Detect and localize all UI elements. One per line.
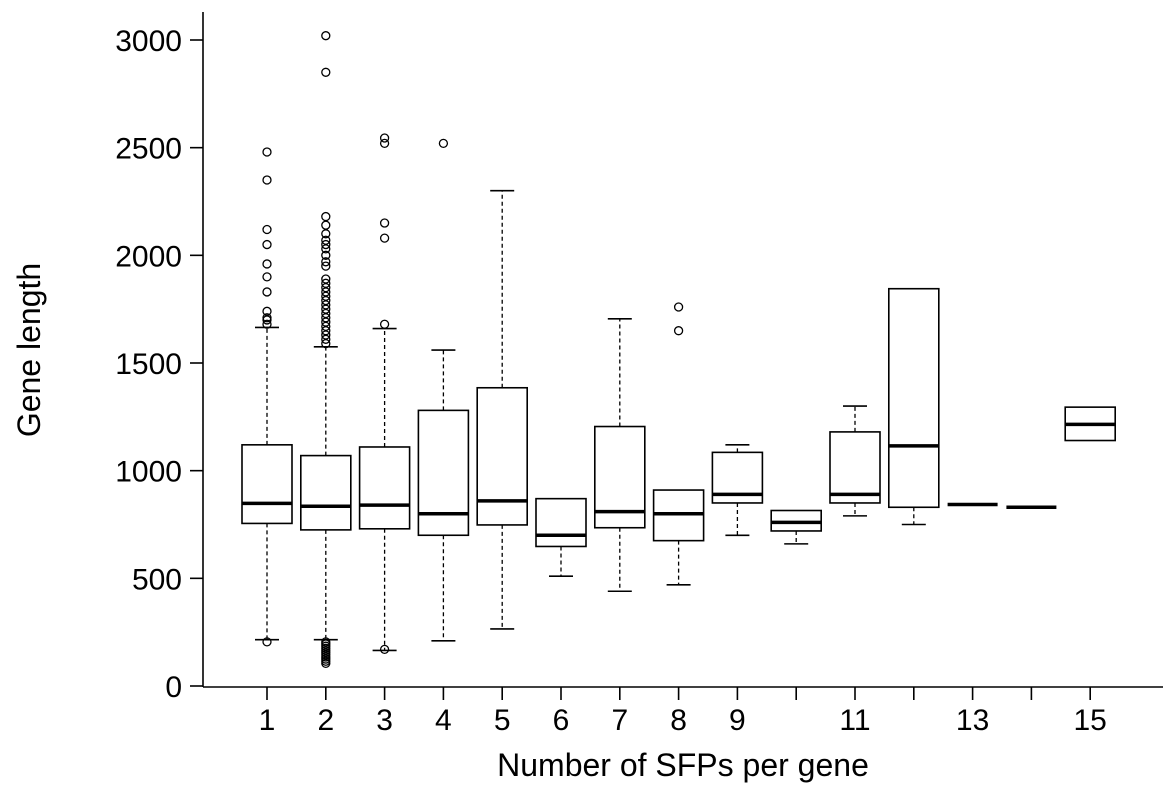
- outlier-point: [262, 313, 272, 323]
- x-axis-ticks: 1 2 3 4 5 6 7 8 9 11 13 15: [259, 687, 1107, 737]
- y-tick-label: 500: [132, 563, 182, 596]
- box-group-3: [358, 133, 411, 655]
- y-tick-label: 1000: [115, 456, 182, 489]
- box-group-1: [241, 147, 293, 647]
- box-iqr: [417, 409, 470, 537]
- x-tick-label: 9: [729, 704, 746, 737]
- outlier-point: [321, 211, 331, 222]
- box-group-4: [417, 138, 470, 642]
- x-tick-label: 13: [956, 704, 989, 737]
- x-tick-label: 7: [611, 704, 628, 737]
- x-tick-label: 1: [259, 704, 276, 737]
- box-iqr: [476, 386, 529, 526]
- outlier-point: [321, 278, 331, 288]
- outlier-point: [262, 224, 272, 235]
- box-group-5: [476, 189, 529, 630]
- box-group-10: [770, 509, 823, 545]
- x-tick-label: 15: [1074, 704, 1107, 737]
- y-tick-label: 0: [165, 671, 182, 704]
- x-tick-label: 5: [494, 704, 511, 737]
- box-iqr: [299, 454, 352, 531]
- x-tick-label: 11: [839, 704, 870, 737]
- outlier-point: [379, 319, 390, 329]
- y-tick-label: 2500: [115, 133, 182, 166]
- x-axis-title: Number of SFPs per gene: [497, 747, 869, 783]
- x-tick-label: 4: [435, 704, 452, 737]
- outlier-point: [673, 302, 684, 312]
- box-group-8: [652, 302, 705, 586]
- outlier-point: [262, 239, 272, 250]
- box-iqr: [358, 446, 411, 530]
- outlier-point: [321, 220, 331, 230]
- box-group-15: [1064, 406, 1116, 442]
- y-tick-label: 3000: [115, 25, 182, 58]
- x-tick-label: 8: [670, 704, 687, 737]
- x-tick-label: 6: [553, 704, 570, 737]
- outlier-point: [379, 233, 390, 243]
- outlier-point: [262, 175, 272, 185]
- box-group-12: [887, 287, 940, 526]
- outlier-point: [379, 644, 390, 655]
- outlier-point: [379, 138, 390, 149]
- box-iqr: [535, 497, 587, 548]
- outlier-point: [262, 306, 272, 316]
- outlier-point: [321, 261, 331, 271]
- outlier-point: [321, 274, 331, 284]
- box-iqr: [887, 287, 940, 509]
- outlier-point: [379, 218, 390, 228]
- box-iqr: [241, 444, 293, 525]
- box-group-9: [711, 444, 764, 537]
- y-tick-label: 2000: [115, 240, 182, 273]
- outlier-point: [321, 257, 331, 267]
- outlier-point: [262, 272, 272, 282]
- outlier-point: [321, 67, 331, 77]
- y-tick-label: 1500: [115, 348, 182, 381]
- y-axis-ticks: 0 500 1000 1500 2000 2500 3000: [115, 25, 203, 704]
- outlier-point: [321, 31, 331, 41]
- x-tick-label: 2: [317, 704, 334, 737]
- outlier-point: [321, 239, 331, 250]
- box-group-6: [535, 497, 587, 577]
- outlier-point: [262, 259, 272, 269]
- box-iqr: [829, 431, 881, 504]
- outlier-point: [321, 235, 331, 245]
- box-group-7: [593, 318, 646, 593]
- x-tick-label: 3: [376, 704, 393, 737]
- outlier-point: [673, 326, 684, 336]
- outlier-point: [262, 147, 272, 157]
- y-axis-title: Gene length: [11, 263, 47, 437]
- boxes-layer: [241, 31, 1116, 669]
- box-group-2: [299, 31, 352, 669]
- outlier-point: [262, 287, 272, 297]
- outlier-point: [262, 637, 272, 647]
- outlier-point: [321, 637, 331, 647]
- outlier-point: [262, 319, 272, 329]
- outlier-point: [321, 250, 331, 260]
- outlier-point: [379, 133, 390, 143]
- outlier-point: [438, 138, 449, 149]
- box-group-11: [829, 405, 881, 517]
